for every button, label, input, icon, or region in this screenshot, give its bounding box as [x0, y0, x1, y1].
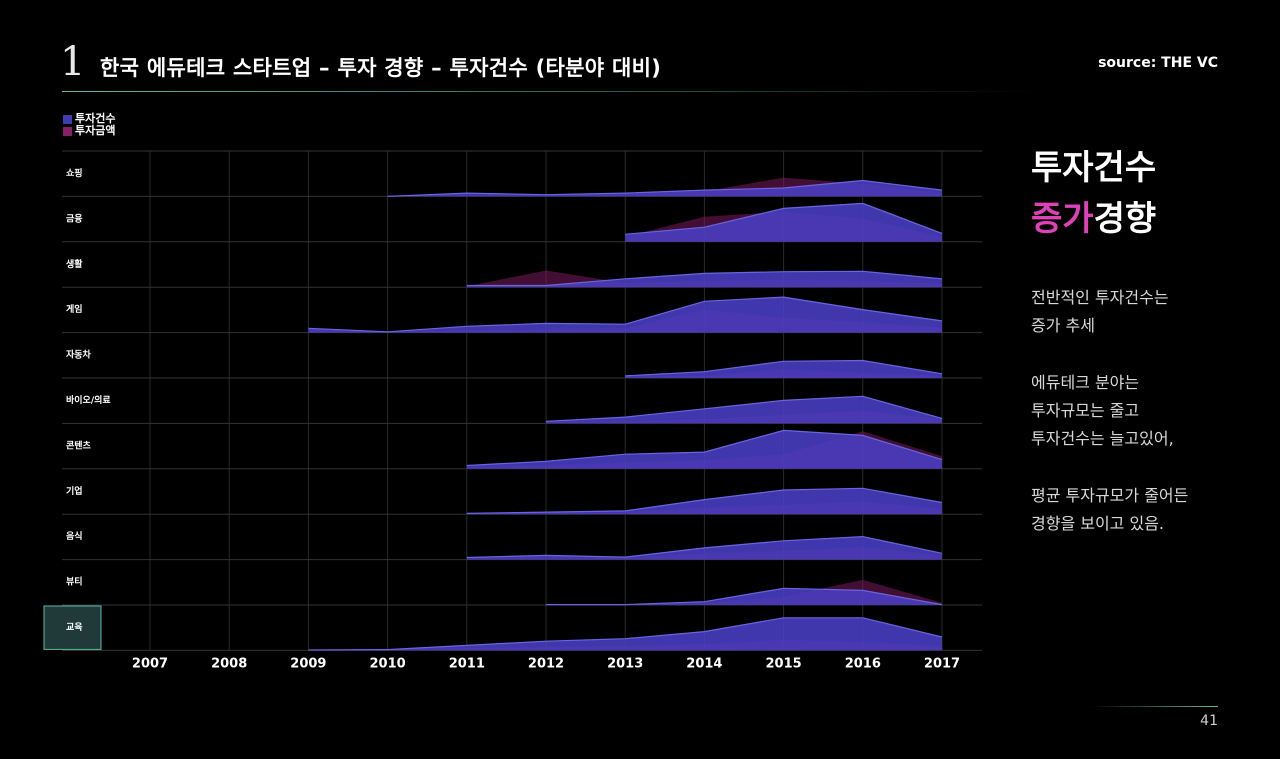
x-tick-label: 2009: [290, 656, 326, 671]
slide-number: 1: [60, 39, 86, 85]
row-label: 생활: [66, 258, 83, 270]
x-tick-label: 2017: [924, 656, 960, 671]
row-label: 음식: [66, 530, 83, 542]
sidebar-summary: 전반적인 투자건수는 증가 추세 에듀테크 분야는 투자규모는 줄고 투자건수는…: [1031, 284, 1261, 567]
row-label: 교육: [66, 622, 83, 633]
sidebar-heading: 투자건수: [1031, 148, 1157, 188]
count-line: [546, 587, 943, 606]
highlight-row-box: [43, 605, 102, 650]
x-tick-label: 2011: [449, 656, 485, 671]
legend-swatch-amount: [63, 126, 72, 136]
x-tick-label: 2014: [686, 656, 722, 671]
count-area: [625, 360, 942, 378]
summary-line: 투자규모는 줄고: [1031, 401, 1140, 420]
page-number: 41: [1200, 713, 1218, 729]
page-title: 한국 에듀테크 스타트업 – 투자 경향 – 투자건수 (타분야 대비): [100, 56, 662, 80]
x-tick-label: 2016: [845, 656, 881, 671]
legend-label-count: 투자건수: [75, 112, 116, 125]
x-tick-label: 2008: [211, 656, 247, 671]
row-label: 바이오/의료: [66, 394, 111, 406]
chart-legend: 투자건수 투자금액: [63, 113, 115, 137]
summary-paragraph-3: 평균 투자규모가 줄어든 경향을 보이고 있음.: [1031, 482, 1261, 538]
legend-label-amount: 투자금액: [75, 124, 116, 137]
count-line: [466, 429, 943, 467]
row-label: 콘텐츠: [66, 439, 92, 451]
count-line: [308, 296, 943, 333]
row-label: 자동차: [66, 349, 92, 361]
count-line: [466, 487, 943, 514]
summary-line: 평균 투자규모가 줄어든: [1031, 486, 1189, 505]
row-label: 기업: [66, 485, 83, 497]
sidebar-subheading: 증가경향: [1031, 199, 1156, 240]
count-area: [625, 203, 942, 242]
summary-paragraph-2: 에듀테크 분야는 투자규모는 줄고 투자건수는 늘고있어,: [1031, 369, 1261, 453]
count-area: [546, 396, 942, 424]
x-tick-label: 2012: [528, 656, 564, 671]
count-line: [625, 202, 943, 235]
source-label: source: THE VC: [1098, 55, 1218, 71]
summary-line: 경향을 보이고 있음.: [1031, 514, 1165, 533]
x-tick-label: 2015: [766, 656, 802, 671]
x-tick-label: 2013: [607, 656, 643, 671]
count-line: [466, 535, 943, 559]
title-divider: [62, 91, 1042, 92]
count-area: [308, 617, 942, 651]
summary-line: 투자건수는 늘고있어,: [1031, 429, 1174, 448]
count-area: [466, 430, 942, 469]
row-label: 뷰티: [66, 576, 83, 588]
summary-line: 증가 추세: [1031, 316, 1095, 335]
count-area: [387, 180, 943, 197]
x-tick-label: 2007: [132, 656, 168, 671]
count-line: [387, 179, 943, 197]
sidebar-heading-rest: 경향: [1093, 199, 1157, 239]
count-area: [308, 297, 942, 333]
summary-paragraph-1: 전반적인 투자건수는 증가 추세: [1031, 284, 1261, 340]
legend-swatch-count: [63, 114, 72, 124]
count-line: [466, 270, 943, 287]
count-line: [625, 359, 943, 377]
count-area: [546, 588, 942, 605]
count-area: [466, 488, 942, 515]
footer-divider: [1090, 706, 1218, 707]
row-label: 게임: [66, 303, 83, 315]
row-label: 쇼핑: [66, 167, 83, 179]
count-line: [308, 617, 943, 651]
count-line: [545, 395, 943, 422]
summary-line: 전반적인 투자건수는: [1031, 288, 1169, 307]
count-area: [466, 271, 942, 288]
sidebar-heading-accent: 증가: [1031, 199, 1094, 239]
legend-item-count: 투자건수: [63, 113, 115, 125]
row-label: 금융: [66, 213, 83, 224]
summary-line: 에듀테크 분야는: [1031, 373, 1140, 392]
x-tick-label: 2010: [370, 656, 406, 671]
legend-item-amount: 투자금액: [63, 125, 115, 137]
